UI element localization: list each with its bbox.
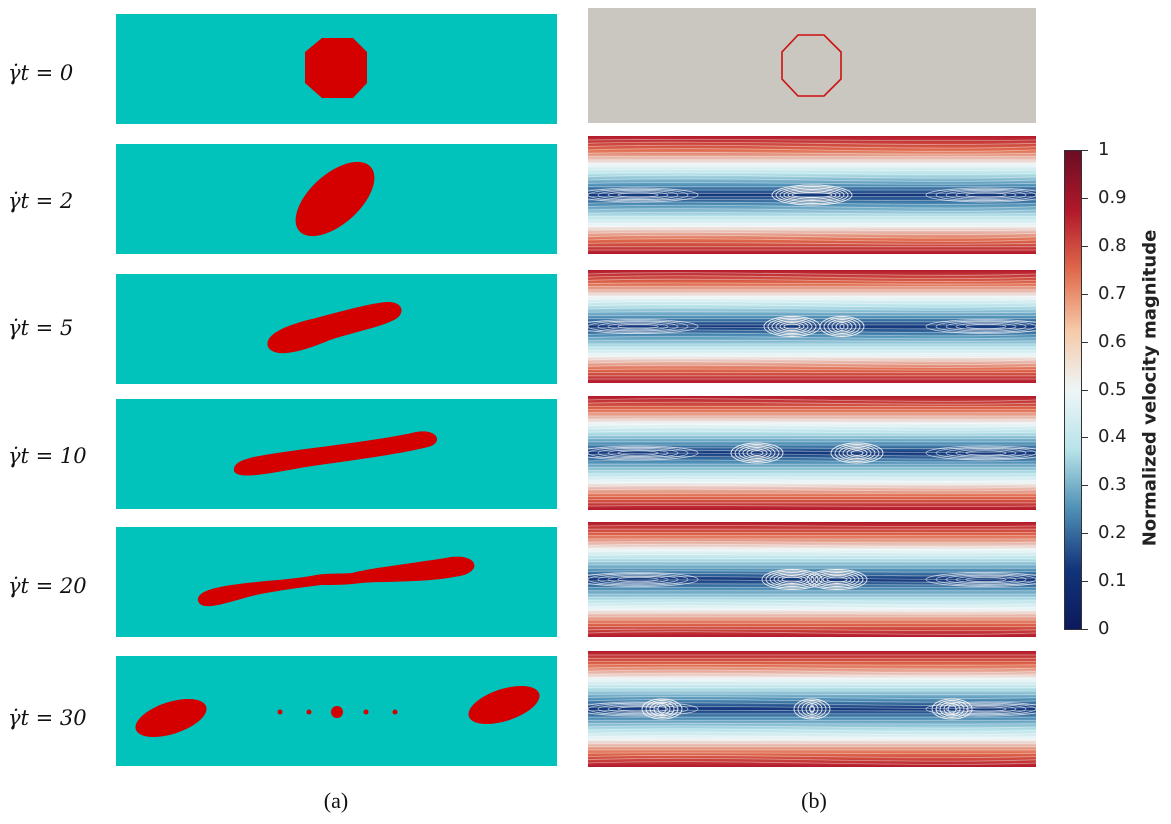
interface-outline-initial [781,34,842,97]
colorbar-tick-label: 0.4 [1098,426,1127,448]
droplet-shape-tilted [295,161,375,237]
velocity-panel-0 [588,8,1036,123]
colorbar-tick-label: 0.8 [1098,234,1127,256]
colorbar-tick-mark [1082,389,1088,391]
colorbar-tick-mark [1082,581,1088,583]
streamlines-2 [588,270,1036,383]
colorbar-tick-mark [1082,197,1088,199]
caption-b: (b) [801,788,827,813]
colorbar-tick-label: 0.3 [1098,474,1127,496]
droplet-panel-1 [116,144,557,254]
droplet-shape-initial [305,38,367,98]
droplet-shape-breakup [135,685,540,738]
streamline-group [588,398,1036,507]
colorbar-tick-mark [1082,437,1088,439]
streamline-group [588,272,1036,380]
droplet-shape-elongated [233,431,438,476]
colorbar-tick-mark [1082,629,1088,630]
colorbar-tick-label: 1 [1098,139,1110,160]
droplet-panel-0 [116,14,557,124]
colorbar-tick-label: 0.7 [1098,282,1127,304]
colorbar-tick-mark [1082,533,1088,535]
velocity-panel-3 [588,396,1036,510]
caption-a: (a) [323,788,349,813]
velocity-panel-2 [588,270,1036,383]
row-label-2: γ̇t = 5 [8,316,74,340]
droplet-shape-necking [197,556,475,607]
colorbar-tick-label: 0.6 [1098,330,1127,352]
colorbar [1064,150,1082,630]
colorbar-tick-mark [1082,245,1088,247]
droplet-panel-2 [116,274,557,384]
colorbar-tick-label: 0.5 [1098,378,1127,400]
droplet-panel-3 [116,399,557,509]
row-label-0: γ̇t = 0 [8,61,74,85]
streamline-group [588,139,1036,251]
droplet-shape-stretched [267,301,402,354]
streamline-group [588,524,1036,635]
colorbar-tick-mark [1082,341,1088,343]
velocity-panel-1 [588,136,1036,254]
colorbar-tick-label: 0 [1098,618,1110,639]
velocity-panel-4 [588,522,1036,637]
velocity-panel-5 [588,651,1036,767]
colorbar-tick-label: 0.9 [1098,186,1127,208]
streamlines-4 [588,522,1036,637]
streamlines-3 [588,396,1036,510]
colorbar-title: Normalized velocity magnitude [1139,229,1161,547]
row-label-4: γ̇t = 20 [8,574,87,598]
row-label-5: γ̇t = 30 [8,706,87,730]
droplet-panel-4 [116,527,557,637]
colorbar-tick-label: 0.2 [1098,522,1127,544]
streamline-group [588,654,1036,765]
colorbar-tick-mark [1082,293,1088,295]
streamlines-1 [588,136,1036,254]
colorbar-tick-mark [1082,485,1088,487]
row-label-3: γ̇t = 10 [8,444,87,468]
droplet-panel-5 [116,656,557,766]
colorbar-tick-label: 0.1 [1098,570,1127,592]
streamlines-5 [588,651,1036,767]
colorbar-tick-mark [1082,150,1088,151]
row-label-1: γ̇t = 2 [8,189,74,213]
